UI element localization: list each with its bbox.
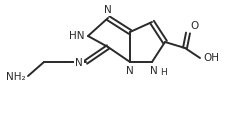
Text: N: N <box>104 5 112 15</box>
Text: N: N <box>75 58 83 68</box>
Text: OH: OH <box>203 53 219 63</box>
Text: O: O <box>190 21 198 31</box>
Text: NH₂: NH₂ <box>6 72 26 82</box>
Text: N: N <box>150 66 158 76</box>
Text: N: N <box>126 66 134 76</box>
Text: HN: HN <box>70 31 85 41</box>
Text: H: H <box>160 68 167 77</box>
